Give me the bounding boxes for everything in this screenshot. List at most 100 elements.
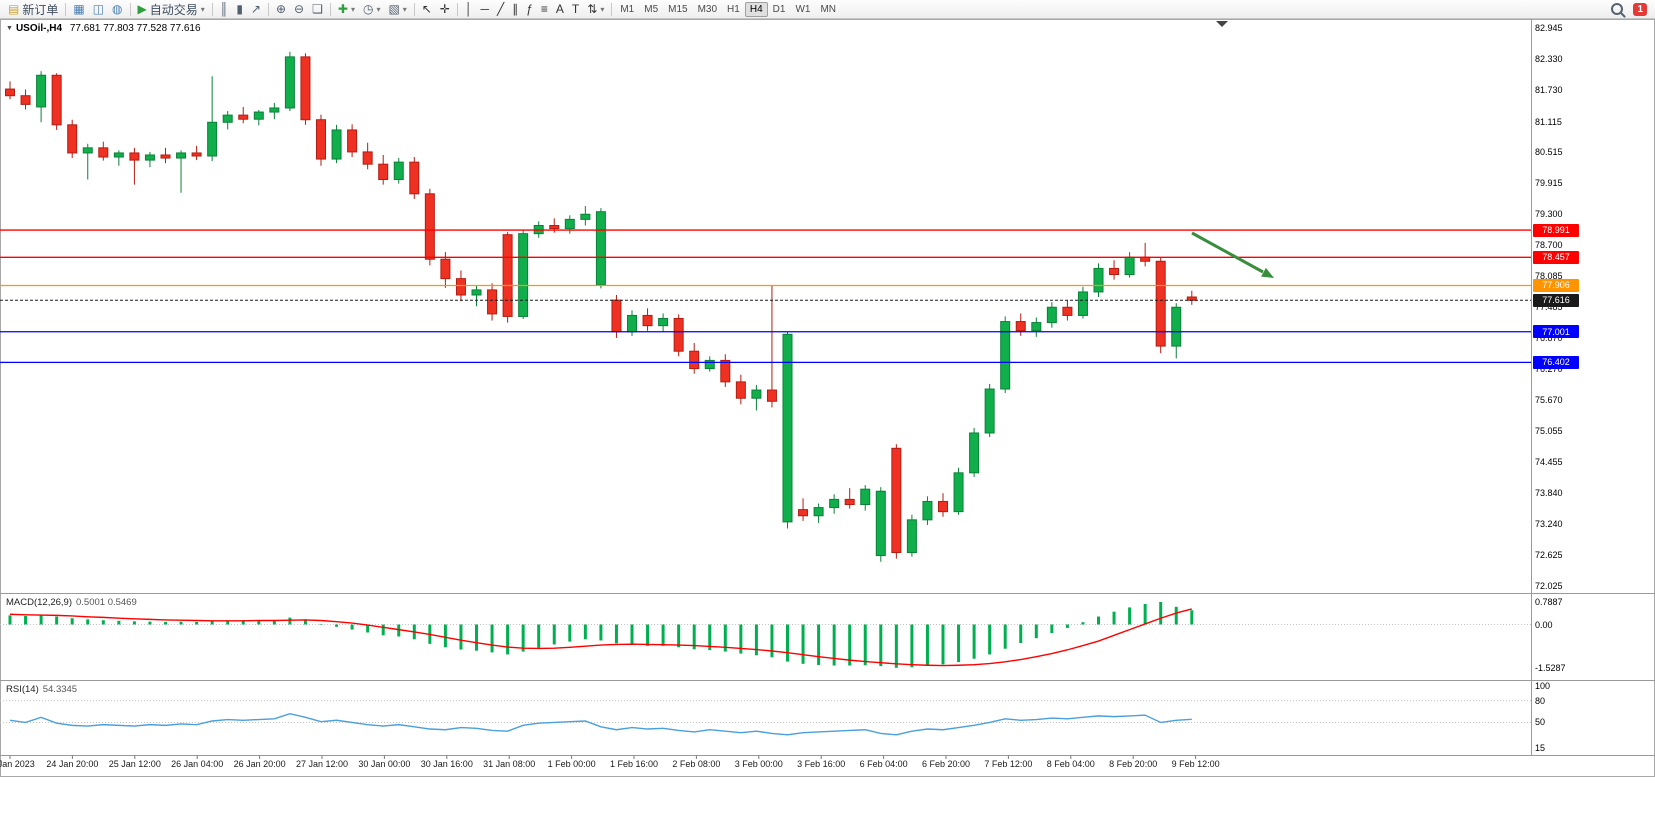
candle-body [487, 289, 498, 315]
fibo-button[interactable]: ƒ [522, 0, 537, 19]
timeframe-m5-button[interactable]: M5 [644, 3, 659, 15]
price-axis-label: 72.025 [1535, 581, 1563, 591]
timeframe-mn-button[interactable]: MN [820, 3, 836, 15]
timeframe-w1-button[interactable]: W1 [795, 3, 811, 15]
candle-body [1031, 322, 1042, 332]
bar-chart-button[interactable]: ║ [216, 0, 233, 19]
time-axis-label: 8 Feb 04:00 [1046, 759, 1095, 769]
levels-button[interactable]: ≡ [537, 0, 552, 19]
zoom-out-button[interactable]: ⊖ [290, 0, 308, 19]
zoom-out-icon: ⊖ [294, 2, 305, 16]
time-axis-label: 24 Jan 20:00 [46, 759, 99, 769]
time-axis-label: 31 Jan 08:00 [483, 759, 536, 769]
candle-body [269, 107, 280, 113]
candle-body [67, 124, 78, 154]
rsi-axis-label: 15 [1535, 742, 1546, 753]
annotation-arrow[interactable] [1191, 231, 1264, 274]
candle-body [378, 163, 389, 181]
period-button[interactable]: ◷ ▾ [359, 0, 385, 19]
market-watch-button[interactable]: ◍ [108, 0, 126, 19]
profiles-button[interactable]: ◫ [89, 0, 108, 19]
line-chart-icon: ↗ [250, 2, 261, 16]
notification-badge[interactable]: 1 [1633, 2, 1647, 16]
tile-windows-button[interactable]: ❏ [308, 0, 327, 19]
textlabel-button[interactable]: T [568, 0, 583, 19]
time-axis-label: 3 Feb 00:00 [734, 759, 783, 769]
candle-body [1062, 306, 1073, 316]
rsi-axis-label: 80 [1535, 695, 1546, 706]
line-chart-button[interactable]: ↗ [247, 0, 265, 19]
candle-body [393, 161, 404, 181]
candle-body [1077, 291, 1088, 316]
zoom-in-button[interactable]: ⊕ [272, 0, 290, 19]
candle-chart-button[interactable]: ▮ [232, 0, 247, 19]
hline-button[interactable]: ─ [476, 0, 493, 19]
vline-button[interactable]: │ [461, 0, 477, 19]
time-axis-label: 27 Jan 12:00 [295, 759, 349, 769]
candle-body [844, 498, 855, 506]
timeframe-m15-button[interactable]: M15 [668, 3, 688, 15]
time-axis-label: 26 Jan 20:00 [233, 759, 286, 769]
timeframe-h1-button[interactable]: H1 [727, 3, 740, 15]
candle-body [222, 114, 233, 123]
search-icon[interactable] [1611, 3, 1624, 15]
candle-body [316, 119, 326, 160]
price-axis-label: 79.915 [1535, 177, 1563, 188]
new-chart-button[interactable]: ✚ ▾ [334, 0, 359, 19]
level-price-tag: 78.991 [1533, 223, 1579, 237]
chart-shift-marker-icon[interactable] [1216, 21, 1228, 27]
time-axis-label: 30 Jan 00:00 [358, 759, 411, 769]
price-axis-label: 80.515 [1535, 147, 1563, 158]
price-axis-label: 77.485 [1535, 302, 1563, 312]
candle-body [595, 211, 606, 286]
candle-body [1171, 306, 1182, 347]
new-order-button[interactable]: ▤ 新订单 [4, 0, 62, 19]
timeframe-d1-button[interactable]: D1 [772, 3, 786, 15]
chart-symbol-period: USOil-,H4 [15, 23, 63, 34]
macd-axis-label: 0.00 [1535, 619, 1553, 630]
time-axis-label: 30 Jan 16:00 [420, 759, 473, 769]
time-axis-label: 1 Feb 16:00 [609, 759, 659, 769]
chevron-down-icon: ▾ [402, 4, 407, 14]
channel-icon: ∥ [512, 2, 519, 16]
candle-body [735, 381, 746, 399]
annotation-arrow-head[interactable] [1261, 267, 1274, 278]
timeframe-h4-button[interactable]: H4 [744, 1, 768, 17]
template-button[interactable]: ▧ ▾ [384, 0, 410, 19]
candle-body [751, 389, 762, 399]
channel-button[interactable]: ∥ [508, 0, 522, 19]
candle-body [1124, 256, 1135, 276]
candle-body [82, 147, 93, 154]
chart-title: ▼ USOil-,H4 77.681 77.803 77.528 77.616 [6, 23, 201, 34]
candle-body [953, 472, 964, 513]
candle-body [129, 152, 140, 161]
toolbar-divider [456, 2, 458, 16]
autotrade-play-button[interactable]: ▶ 自动交易 ▾ [134, 0, 209, 19]
candle-body [113, 152, 124, 158]
charts-button[interactable]: ▦ [69, 0, 88, 19]
period-icon: ◷ [362, 2, 374, 16]
cursor-icon: ↖ [421, 2, 432, 16]
text-button[interactable]: A [552, 0, 568, 19]
price-axis-label: 82.945 [1535, 23, 1563, 33]
trendline-button[interactable]: ╱ [493, 0, 508, 19]
candle-body [829, 498, 840, 509]
cursor-button[interactable]: ↖ [418, 0, 436, 19]
toolbar-right-group: 1 [1611, 2, 1651, 16]
crosshair-button[interactable]: ✛ [436, 0, 454, 19]
current-price-tag: 77.616 [1533, 293, 1579, 307]
level-price-tag: 77.001 [1533, 325, 1579, 339]
level-price-tag: 77.906 [1533, 278, 1579, 292]
price-axis-label: 79.300 [1535, 209, 1563, 220]
arrows-button[interactable]: ⇅ ▾ [583, 0, 608, 19]
chart-collapse-icon[interactable]: ▼ [6, 25, 13, 32]
timeframe-m30-button[interactable]: M30 [697, 3, 718, 15]
candle-body [1046, 306, 1057, 324]
bar-chart-icon: ║ [219, 2, 229, 16]
toolbar-divider [611, 2, 613, 16]
rsi-indicator-label: RSI(14) 54.3345 [6, 684, 77, 695]
time-axis-label: 26 Jan 04:00 [171, 759, 224, 769]
timeframe-m1-button[interactable]: M1 [620, 3, 635, 15]
